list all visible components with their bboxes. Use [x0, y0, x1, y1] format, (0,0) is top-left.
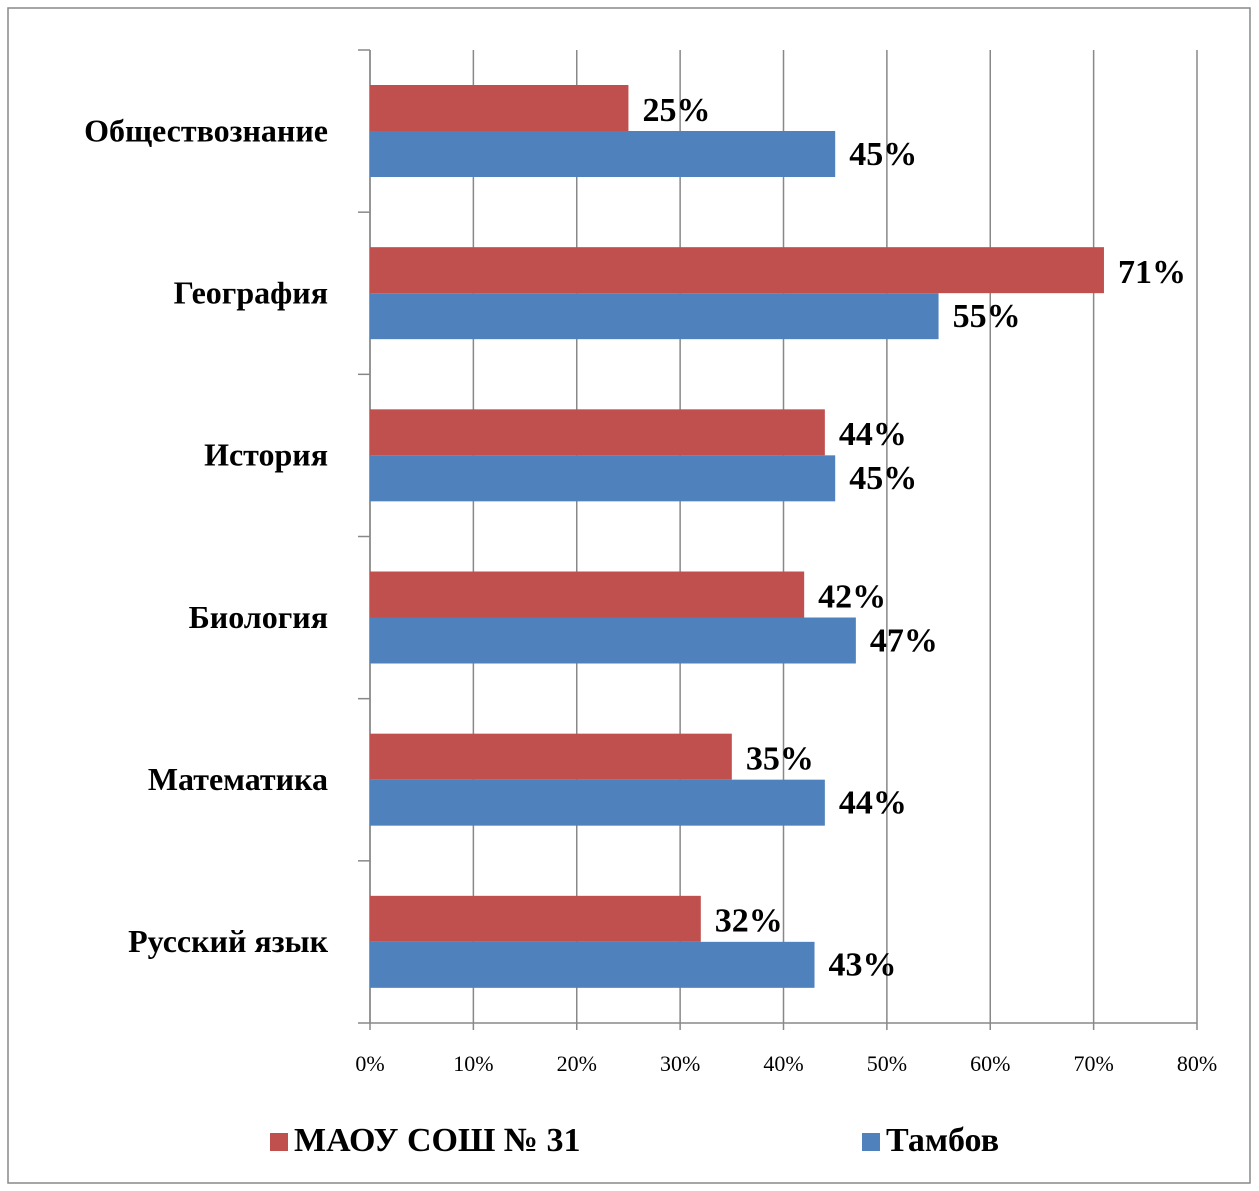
category-label: Русский язык: [128, 923, 328, 959]
bar: [370, 895, 701, 942]
data-label: 55%: [953, 298, 1021, 335]
data-label: 43%: [829, 947, 897, 984]
data-label: 25%: [642, 92, 710, 129]
bar: [370, 85, 629, 131]
bar: [370, 455, 836, 502]
data-label: 47%: [870, 622, 938, 659]
data-label: 44%: [839, 416, 907, 453]
legend-label: Тамбов: [886, 1122, 999, 1159]
x-tick-label: 80%: [1177, 1051, 1217, 1076]
x-tick-label: 40%: [763, 1051, 803, 1076]
legend-swatch: [270, 1133, 288, 1151]
bar: [370, 409, 825, 456]
data-label: 35%: [746, 740, 814, 777]
x-tick-label: 20%: [557, 1051, 597, 1076]
bar: [370, 779, 825, 826]
data-label: 45%: [849, 460, 917, 497]
bar: [370, 247, 1104, 294]
x-tick-label: 30%: [660, 1051, 700, 1076]
bar: [370, 293, 939, 340]
bar: [370, 571, 805, 618]
category-label: История: [204, 437, 328, 473]
data-label: 71%: [1118, 254, 1186, 291]
data-label: 42%: [818, 578, 886, 615]
data-label: 44%: [839, 784, 907, 821]
category-label: Математика: [148, 761, 328, 797]
x-tick-label: 10%: [453, 1051, 493, 1076]
data-label: 32%: [715, 903, 783, 940]
legend-swatch: [862, 1133, 880, 1151]
category-label: География: [174, 275, 328, 311]
bar: [370, 131, 836, 177]
bar: [370, 941, 815, 988]
data-label: 45%: [849, 136, 917, 173]
bar: [370, 617, 856, 664]
x-tick-label: 50%: [867, 1051, 907, 1076]
bar: [370, 733, 732, 780]
category-label: Обществознание: [84, 112, 328, 148]
x-tick-label: 70%: [1073, 1051, 1113, 1076]
x-tick-label: 0%: [355, 1051, 384, 1076]
category-label: Биология: [189, 599, 328, 635]
x-tick-label: 60%: [970, 1051, 1010, 1076]
legend-label: МАОУ СОШ № 31: [294, 1122, 580, 1159]
